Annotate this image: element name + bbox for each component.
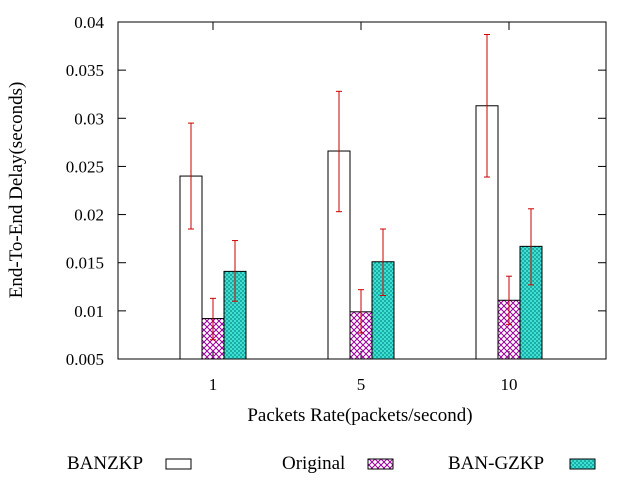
- y-tick-label: 0.015: [66, 254, 104, 273]
- legend-label: Original: [282, 453, 345, 474]
- legend-swatch: [165, 458, 192, 470]
- y-tick-label: 0.005: [66, 350, 104, 369]
- y-tick-label: 0.025: [66, 157, 104, 176]
- y-axis-label: End-To-End Delay(seconds): [6, 82, 27, 299]
- y-tick-label: 0.035: [66, 61, 104, 80]
- legend-label: BANZKP: [67, 453, 143, 474]
- y-tick-label: 0.04: [74, 13, 104, 32]
- legend-swatch: [367, 458, 394, 470]
- y-tick-label: 0.01: [74, 302, 104, 321]
- legend-label: BAN-GZKP: [448, 453, 544, 474]
- x-tick-label: 5: [357, 375, 366, 394]
- x-tick-label: 10: [501, 375, 518, 394]
- x-tick-label: 1: [209, 375, 218, 394]
- y-tick-label: 0.03: [74, 109, 104, 128]
- legend-swatch: [569, 458, 596, 470]
- y-tick-label: 0.02: [74, 206, 104, 225]
- x-axis-label: Packets Rate(packets/second): [247, 405, 472, 426]
